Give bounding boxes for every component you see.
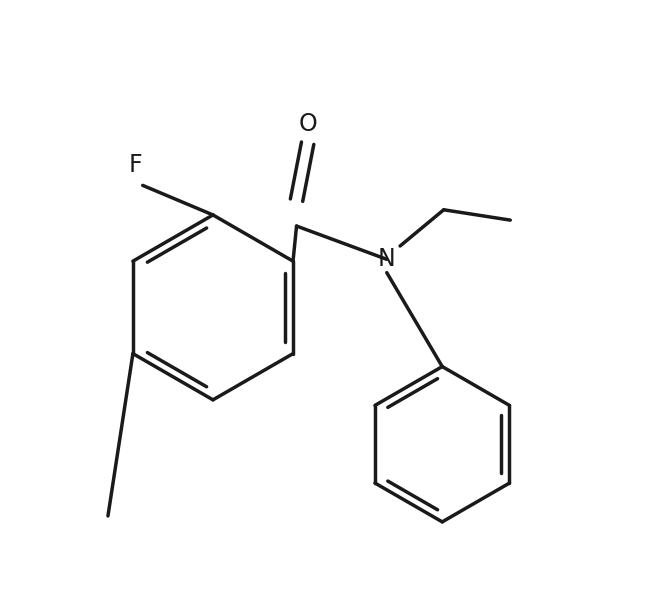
Text: O: O [298, 112, 317, 136]
Text: F: F [129, 154, 142, 178]
Text: N: N [378, 247, 396, 271]
